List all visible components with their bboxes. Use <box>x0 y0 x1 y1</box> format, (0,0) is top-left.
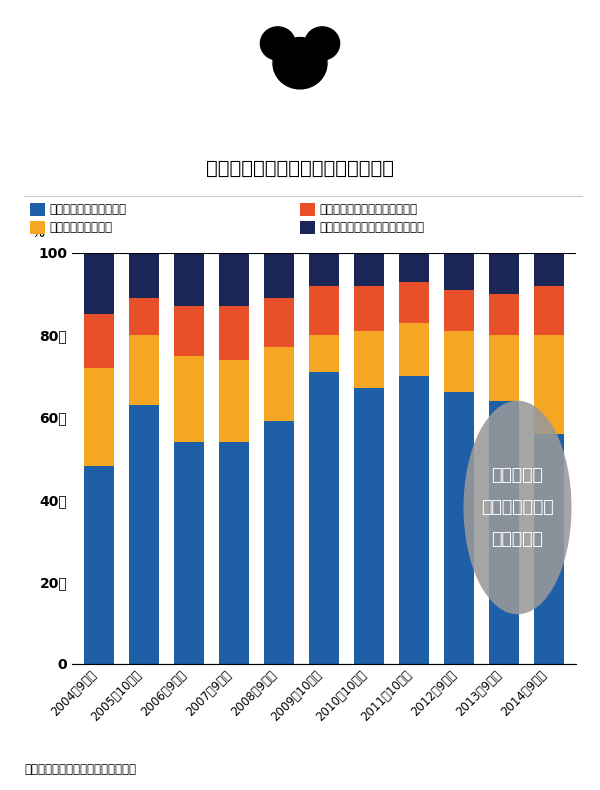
Bar <box>445 290 473 331</box>
Bar <box>130 253 158 298</box>
Bar <box>220 307 248 359</box>
Bar <box>355 253 383 286</box>
Text: （出所）会社資料をもとに筆者作成: （出所）会社資料をもとに筆者作成 <box>24 762 136 776</box>
Bar <box>310 335 338 372</box>
Bar <box>85 253 113 314</box>
Bar <box>220 253 248 307</box>
Text: 利益の柱は
メディアネット
ワーク部門: 利益の柱は メディアネット ワーク部門 <box>481 467 554 548</box>
Bar <box>445 393 473 664</box>
Bar <box>490 294 518 335</box>
Text: コンシューマ・プロダクツその他: コンシューマ・プロダクツその他 <box>319 221 424 234</box>
Bar <box>310 372 338 664</box>
Bar <box>310 286 338 335</box>
Text: スタジオ・エンターテイメント: スタジオ・エンターテイメント <box>319 203 417 216</box>
Bar <box>220 442 248 664</box>
Ellipse shape <box>464 401 571 615</box>
Bar <box>175 307 203 356</box>
Bar <box>490 401 518 664</box>
Bar <box>400 376 428 664</box>
Bar <box>355 331 383 389</box>
Bar <box>175 253 203 307</box>
Bar <box>85 466 113 664</box>
Bar <box>220 359 248 442</box>
Bar <box>535 253 563 286</box>
Bar <box>355 286 383 331</box>
Bar <box>445 253 473 290</box>
Bar <box>535 434 563 664</box>
Bar <box>265 253 293 298</box>
Bar <box>400 253 428 281</box>
Bar <box>265 348 293 421</box>
Text: ディズニーのセグメント別事業利益: ディズニーのセグメント別事業利益 <box>206 159 394 178</box>
Bar <box>85 368 113 466</box>
Text: %: % <box>32 227 45 240</box>
Bar <box>310 253 338 286</box>
Text: メディア・ネットワーク: メディア・ネットワーク <box>49 203 126 216</box>
Bar <box>400 281 428 322</box>
Bar <box>490 253 518 294</box>
Bar <box>85 314 113 368</box>
Bar <box>130 335 158 404</box>
Bar <box>400 322 428 376</box>
Bar <box>535 335 563 434</box>
Bar <box>175 356 203 442</box>
Bar <box>130 298 158 335</box>
Text: パークス＆リゾーツ: パークス＆リゾーツ <box>49 221 112 234</box>
Bar <box>490 335 518 401</box>
Bar <box>265 421 293 664</box>
Bar <box>265 298 293 348</box>
Bar <box>355 389 383 664</box>
Bar <box>445 331 473 393</box>
Bar <box>130 404 158 664</box>
Bar <box>535 286 563 335</box>
Bar <box>175 442 203 664</box>
